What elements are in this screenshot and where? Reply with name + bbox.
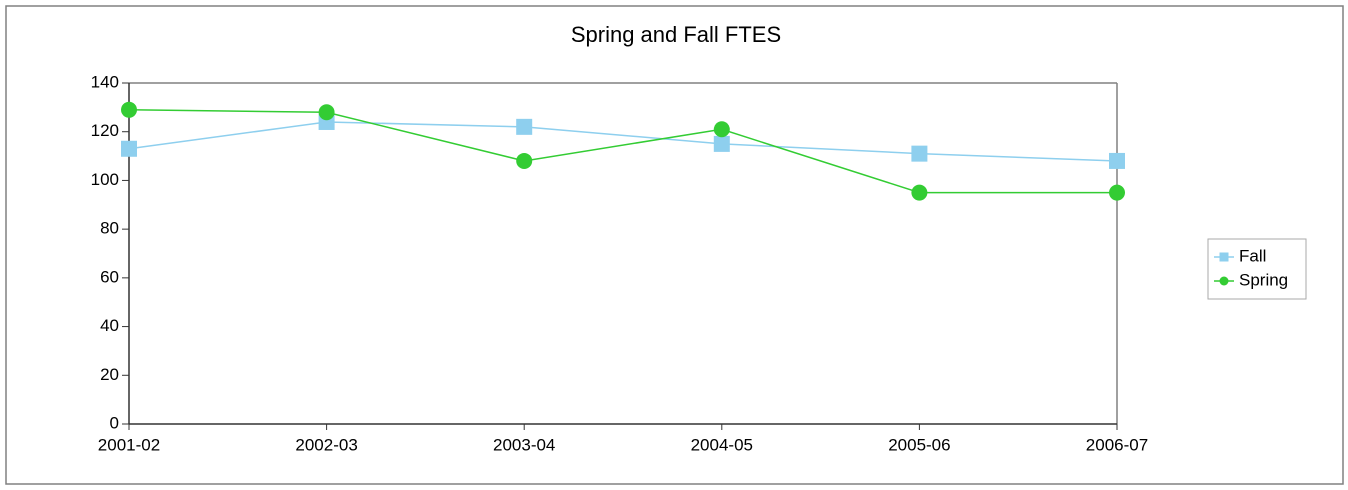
data-point [516,118,533,135]
x-tick-label: 2003-04 [493,435,555,454]
chart-title: Spring and Fall FTES [571,22,781,47]
y-tick-label: 0 [110,413,119,432]
x-tick-label: 2004-05 [691,435,753,454]
series-line [128,109,1117,194]
x-tick-label: 2005-06 [888,435,950,454]
data-point [713,135,730,152]
data-point [911,184,928,201]
legend-marker [1219,252,1229,262]
data-point [1109,152,1125,169]
series-line [128,121,1118,162]
y-tick-label: 100 [91,170,119,189]
legend-box [1207,238,1307,300]
y-tick-label: 80 [100,219,119,238]
legend-marker [1219,276,1229,286]
y-tick-label: 140 [91,72,119,91]
data-point [121,101,137,118]
frame [5,5,1344,485]
x-tick-label: 2006-07 [1086,435,1148,454]
data-point [713,121,730,138]
y-tick-label: 60 [100,267,119,286]
legend-label: Fall [1239,246,1266,265]
data-point [911,145,928,162]
y-tick-label: 20 [100,365,119,384]
x-tick-label: 2002-03 [295,435,357,454]
y-tick-label: 120 [91,121,119,140]
x-tick-label: 2001-02 [98,435,160,454]
data-point [318,104,335,121]
data-point [516,152,533,169]
data-point [121,140,137,157]
data-point [1109,184,1125,201]
y-tick-label: 40 [100,316,119,335]
legend-label: Spring [1239,270,1288,289]
